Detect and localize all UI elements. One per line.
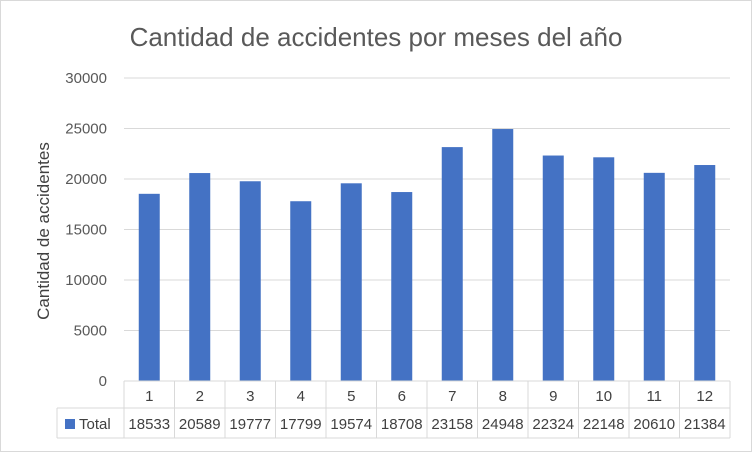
bar-10 [593, 157, 615, 381]
y-axis-ticks: 0 5000 10000 15000 20000 25000 30000 [65, 70, 107, 390]
y-tick-label: 30000 [65, 70, 107, 87]
x-category-label: 9 [549, 388, 557, 405]
bar-11 [643, 172, 665, 381]
bar-2 [189, 173, 211, 381]
y-tick-label: 10000 [65, 272, 107, 289]
bar-12 [694, 165, 716, 381]
data-table-value: 19574 [330, 416, 372, 433]
x-category-label: 12 [696, 388, 713, 405]
x-category-label: 6 [398, 388, 406, 405]
bar-8 [492, 129, 514, 381]
y-tick-label: 5000 [74, 323, 107, 340]
data-table-value: 18533 [128, 416, 170, 433]
legend-series-name: Total [79, 416, 111, 433]
y-tick-label: 25000 [65, 121, 107, 138]
bar-6 [391, 192, 413, 381]
bar-5 [340, 183, 362, 381]
x-category-label: 8 [499, 388, 507, 405]
bar-4 [290, 201, 312, 381]
bar-7 [441, 147, 463, 381]
bars [138, 129, 716, 381]
data-table-value: 22324 [532, 416, 574, 433]
legend-key [65, 419, 75, 429]
data-table-value: 20589 [179, 416, 221, 433]
data-table-value: 18708 [381, 416, 423, 433]
x-category-label: 7 [448, 388, 456, 405]
y-tick-label: 20000 [65, 171, 107, 188]
gridlines [124, 77, 730, 331]
x-category-label: 1 [145, 388, 153, 405]
data-table-value: 21384 [684, 416, 726, 433]
y-tick-label: 15000 [65, 222, 107, 239]
x-category-label: 5 [347, 388, 355, 405]
bar-3 [239, 181, 261, 381]
data-table-value: 20610 [633, 416, 675, 433]
x-category-label: 11 [646, 388, 662, 405]
data-table-value: 19777 [229, 416, 271, 433]
data-table-value: 22148 [583, 416, 625, 433]
bar-9 [542, 155, 564, 381]
y-tick-label: 0 [99, 373, 107, 390]
bar-1 [138, 193, 160, 381]
chart-title: Cantidad de accidentes por meses del año [130, 22, 623, 52]
data-table-value: 23158 [431, 416, 473, 433]
y-axis-label: Cantidad de accidentes [34, 142, 53, 320]
x-category-label: 3 [246, 388, 254, 405]
x-category-label: 10 [595, 388, 612, 405]
data-table-value: 17799 [280, 416, 322, 433]
x-category-label: 2 [196, 388, 204, 405]
x-category-label: 4 [297, 388, 305, 405]
data-table-value: 24948 [482, 416, 524, 433]
